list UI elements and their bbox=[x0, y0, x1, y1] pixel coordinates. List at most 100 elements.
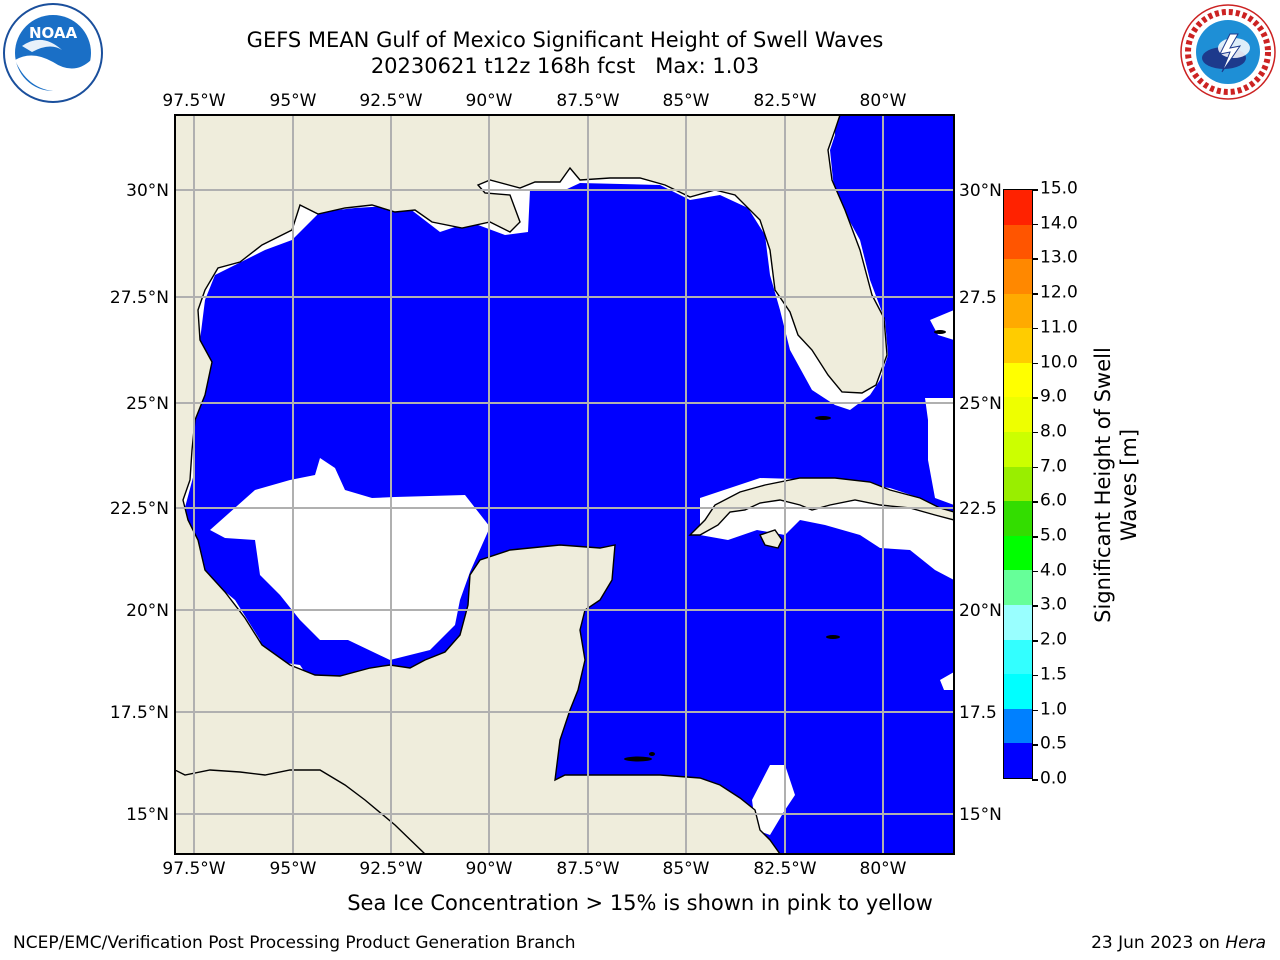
lon-label: 92.5°W bbox=[359, 91, 422, 111]
colorbar-tick bbox=[1032, 709, 1038, 712]
lon-label: 97.5°W bbox=[162, 91, 225, 111]
footer-credit: NCEP/EMC/Verification Post Processing Pr… bbox=[13, 933, 576, 953]
lon-labels-bottom: 97.5°W 95°W 92.5°W 90°W 87.5°W 85°W 82.5°W 80°W bbox=[162, 859, 906, 879]
colorbar-segment bbox=[1004, 259, 1032, 294]
map-frame bbox=[174, 114, 955, 855]
colorbar-tick bbox=[1032, 223, 1038, 226]
lon-label: 80°W bbox=[860, 859, 907, 879]
colorbar-tick-label: 10.0 bbox=[1040, 352, 1078, 373]
lat-label: 20°N bbox=[959, 601, 1002, 621]
colorbar-tick-label: 13.0 bbox=[1040, 247, 1078, 268]
noaa-logo-text: NOAA bbox=[29, 24, 78, 42]
colorbar-tick-label: 11.0 bbox=[1040, 317, 1078, 338]
noaa-logo-icon: NOAA bbox=[2, 2, 104, 108]
colorbar-tick-label: 0.0 bbox=[1040, 768, 1068, 789]
lon-label: 85°W bbox=[663, 91, 710, 111]
colorbar-tick-label: 6.0 bbox=[1040, 490, 1068, 511]
colorbar-segment bbox=[1004, 328, 1032, 363]
lon-label: 97.5°W bbox=[162, 859, 225, 879]
lat-label: 17.5 bbox=[959, 703, 997, 723]
chart-subtitle: 20230621 t12z 168h fcst Max: 1.03 bbox=[370, 54, 760, 78]
footer-host: Hera bbox=[1225, 933, 1266, 953]
colorbar-tick bbox=[1032, 605, 1038, 607]
footer-date: 23 Jun 2023 on Hera bbox=[1091, 933, 1266, 953]
colorbar-tick-label: 7.0 bbox=[1040, 456, 1068, 477]
footer-date-text: 23 Jun 2023 on bbox=[1091, 933, 1220, 953]
lon-label: 82.5°W bbox=[753, 859, 816, 879]
colorbar-tick bbox=[1032, 362, 1038, 365]
colorbar-segment bbox=[1004, 570, 1032, 606]
colorbar-tick-label: 1.0 bbox=[1040, 699, 1068, 720]
colorbar-tick bbox=[1032, 258, 1038, 260]
lon-label: 95°W bbox=[270, 859, 317, 879]
colorbar-tick bbox=[1032, 501, 1038, 503]
colorbar-segment bbox=[1004, 397, 1032, 433]
gridlines bbox=[175, 115, 954, 854]
lat-label: 25°N bbox=[959, 394, 1002, 414]
lat-labels-right: 30°N 27.5 25°N 22.5 20°N 17.5 15°N bbox=[959, 181, 1002, 825]
colorbar-tick bbox=[1032, 640, 1038, 642]
colorbar-tick bbox=[1032, 189, 1038, 191]
colorbar-tick-label: 4.0 bbox=[1040, 560, 1068, 581]
colorbar-segment bbox=[1004, 224, 1032, 260]
colorbar-tick bbox=[1032, 674, 1038, 677]
lat-labels-left: 30°N 27.5°N 25°N 22.5°N 20°N 17.5°N 15°N bbox=[110, 181, 169, 825]
colorbar-segment bbox=[1004, 639, 1032, 675]
lat-label: 15°N bbox=[959, 805, 1002, 825]
colorbar-tick-label: 12.0 bbox=[1040, 282, 1078, 303]
colorbar-tick bbox=[1032, 431, 1038, 434]
lon-label: 85°W bbox=[663, 859, 710, 879]
colorbar-tick bbox=[1032, 397, 1038, 399]
colorbar-tick-label: 9.0 bbox=[1040, 386, 1068, 407]
colorbar-segment bbox=[1004, 293, 1032, 329]
colorbar-segment bbox=[1004, 535, 1032, 571]
colorbar-labels: 0.0 0.5 1.0 1.5 2.0 3.0 4.0 5.0 6.0 7.0 8.0 9.0 10.0… bbox=[1032, 180, 1100, 787]
colorbar-segment bbox=[1004, 501, 1032, 536]
lon-labels-top: 97.5°W 95°W 92.5°W 90°W 87.5°W 85°W 82.5°W 80°W bbox=[162, 91, 906, 111]
lat-label: 17.5°N bbox=[110, 703, 169, 723]
chart-title: GEFS MEAN Gulf of Mexico Significant Hei… bbox=[246, 28, 884, 52]
sea-ice-footnote: Sea Ice Concentration > 15% is shown in … bbox=[347, 891, 933, 915]
colorbar-segment bbox=[1004, 362, 1032, 398]
colorbar-segment bbox=[1004, 432, 1032, 467]
colorbar-tick bbox=[1032, 536, 1038, 538]
colorbar-tick bbox=[1032, 327, 1038, 330]
colorbar-tick-label: 3.0 bbox=[1040, 594, 1068, 615]
lat-label: 22.5 bbox=[959, 499, 997, 519]
land-masses bbox=[175, 115, 954, 854]
colorbar-tick bbox=[1032, 293, 1038, 295]
colorbar-tick bbox=[1032, 744, 1038, 746]
colorbar-tick-label: 8.0 bbox=[1040, 421, 1068, 442]
lon-label: 95°W bbox=[270, 91, 317, 111]
lon-label: 90°W bbox=[466, 859, 513, 879]
colorbar-tick bbox=[1032, 466, 1038, 469]
lat-label: 20°N bbox=[126, 601, 169, 621]
lat-label: 27.5°N bbox=[110, 288, 169, 308]
colorbar-segment bbox=[1004, 466, 1032, 502]
colorbar-title: Significant Height of Swell Waves [m] bbox=[1091, 347, 1141, 623]
nws-logo-icon bbox=[1178, 2, 1278, 106]
colorbar-segment bbox=[1004, 605, 1032, 640]
colorbar-tick-label: 1.5 bbox=[1040, 664, 1068, 685]
colorbar-tick bbox=[1032, 779, 1038, 781]
lon-label: 87.5°W bbox=[556, 859, 619, 879]
lon-label: 92.5°W bbox=[359, 859, 422, 879]
colorbar-segment bbox=[1004, 189, 1032, 225]
lat-label: 15°N bbox=[126, 805, 169, 825]
lat-label: 27.5 bbox=[959, 288, 997, 308]
colorbar-tick-label: 5.0 bbox=[1040, 525, 1068, 546]
lat-label: 25°N bbox=[126, 394, 169, 414]
colorbar-tick-label: 15.0 bbox=[1040, 178, 1078, 199]
lon-label: 87.5°W bbox=[556, 91, 619, 111]
small-islands bbox=[624, 330, 946, 762]
colorbar-segment bbox=[1004, 674, 1032, 709]
lon-label: 80°W bbox=[860, 91, 907, 111]
colorbar-tick-label: 0.5 bbox=[1040, 733, 1068, 754]
lat-label: 22.5°N bbox=[110, 499, 169, 519]
lat-label: 30°N bbox=[959, 181, 1002, 201]
colorbar-tick bbox=[1032, 570, 1038, 573]
lat-label: 30°N bbox=[126, 181, 169, 201]
colorbar-segment bbox=[1004, 743, 1032, 778]
lon-label: 82.5°W bbox=[753, 91, 816, 111]
